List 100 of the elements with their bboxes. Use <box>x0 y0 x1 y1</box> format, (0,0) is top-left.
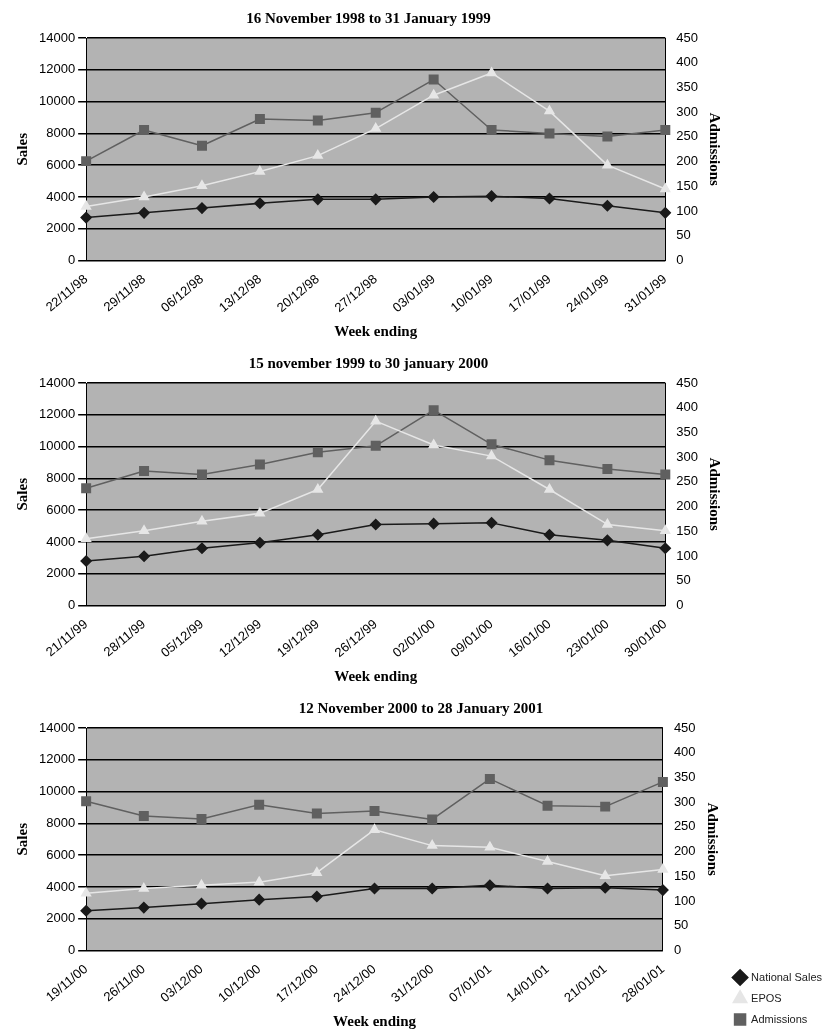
point <box>601 534 614 547</box>
y-axis-title: Sales <box>13 477 30 511</box>
point <box>541 882 554 895</box>
point <box>370 107 381 118</box>
point <box>253 893 265 906</box>
point <box>80 211 92 224</box>
x-axis-title: Week ending <box>333 1012 417 1029</box>
y2-axis-title: Admissions <box>704 802 721 877</box>
point <box>427 839 438 849</box>
point <box>368 882 381 895</box>
point <box>254 876 265 886</box>
point <box>80 555 92 567</box>
point <box>486 450 497 460</box>
y-tick-label: 0 <box>67 252 76 268</box>
point <box>428 439 439 449</box>
y2-tick-label: 50 <box>673 917 689 933</box>
point <box>138 882 149 892</box>
point <box>312 115 323 126</box>
point <box>602 464 613 475</box>
point <box>370 415 381 425</box>
point <box>81 533 92 543</box>
y2-tick-label: 0 <box>676 597 684 613</box>
point <box>486 124 497 135</box>
point <box>196 879 207 889</box>
y2-tick-label: 450 <box>676 29 699 45</box>
point <box>485 190 498 202</box>
y-tick-label: 2000 <box>46 565 76 581</box>
y-tick-label: 8000 <box>46 469 76 485</box>
point <box>138 207 150 219</box>
point <box>81 200 92 210</box>
point <box>370 122 381 132</box>
point <box>138 901 150 914</box>
point <box>81 483 92 494</box>
y-axis-title: Sales <box>13 132 30 166</box>
point <box>543 192 556 205</box>
point <box>138 550 150 562</box>
y-tick-label: 0 <box>67 597 76 613</box>
x-axis-title: Week ending <box>334 322 418 339</box>
point <box>427 517 440 530</box>
point <box>138 811 149 822</box>
point <box>369 193 382 206</box>
point <box>81 796 92 807</box>
point <box>254 799 265 810</box>
y-tick-label: 10000 <box>38 438 76 454</box>
y-tick-label: 4000 <box>46 188 76 204</box>
y-tick-label: 8000 <box>46 814 76 830</box>
point <box>312 193 324 206</box>
point <box>311 890 323 903</box>
y-tick-label: 2000 <box>46 220 76 236</box>
y2-tick-label: 350 <box>673 769 696 785</box>
chart-title: 15 november 1999 to 30 january 2000 <box>248 354 489 371</box>
point <box>428 89 439 99</box>
point <box>542 800 553 811</box>
point <box>370 440 381 451</box>
point <box>484 773 495 784</box>
point <box>542 855 553 865</box>
point <box>254 536 266 549</box>
y-tick-label: 0 <box>67 942 76 958</box>
point <box>138 191 150 201</box>
y2-tick-label: 250 <box>676 473 699 489</box>
point <box>600 801 611 812</box>
point <box>544 483 555 493</box>
y2-tick-label: 350 <box>676 79 699 95</box>
y-tick-label: 6000 <box>46 501 76 517</box>
point <box>657 863 668 873</box>
point <box>660 124 671 135</box>
y2-tick-label: 100 <box>676 547 699 563</box>
y-tick-label: 6000 <box>46 846 76 862</box>
y2-tick-label: 300 <box>673 793 696 809</box>
legend-label: EPOS <box>751 991 782 1004</box>
y-tick-label: 12000 <box>38 406 76 422</box>
point <box>600 870 611 880</box>
y-tick-label: 8000 <box>46 124 76 140</box>
point <box>599 881 611 894</box>
point <box>428 405 439 416</box>
point <box>602 518 613 528</box>
y-tick-label: 14000 <box>38 374 76 390</box>
y2-tick-label: 150 <box>676 522 699 538</box>
point <box>660 183 671 193</box>
point <box>485 517 498 529</box>
chart-title: 12 November 2000 to 28 January 2001 <box>298 699 544 716</box>
point <box>486 439 497 450</box>
point <box>369 518 382 531</box>
point <box>484 879 496 892</box>
point <box>544 128 555 139</box>
point <box>195 897 208 910</box>
point <box>196 515 208 525</box>
y2-tick-label: 300 <box>676 103 699 119</box>
y2-tick-label: 0 <box>673 942 682 958</box>
point <box>602 131 613 142</box>
point <box>369 806 380 817</box>
y2-tick-label: 450 <box>676 374 699 390</box>
y2-tick-label: 250 <box>673 818 696 834</box>
y-tick-label: 6000 <box>46 156 76 172</box>
y-tick-label: 14000 <box>38 719 76 735</box>
y2-tick-label: 0 <box>676 252 684 268</box>
y2-tick-label: 50 <box>676 227 691 243</box>
y2-tick-label: 450 <box>673 719 696 735</box>
y2-tick-label: 400 <box>676 399 699 415</box>
point <box>311 808 322 819</box>
